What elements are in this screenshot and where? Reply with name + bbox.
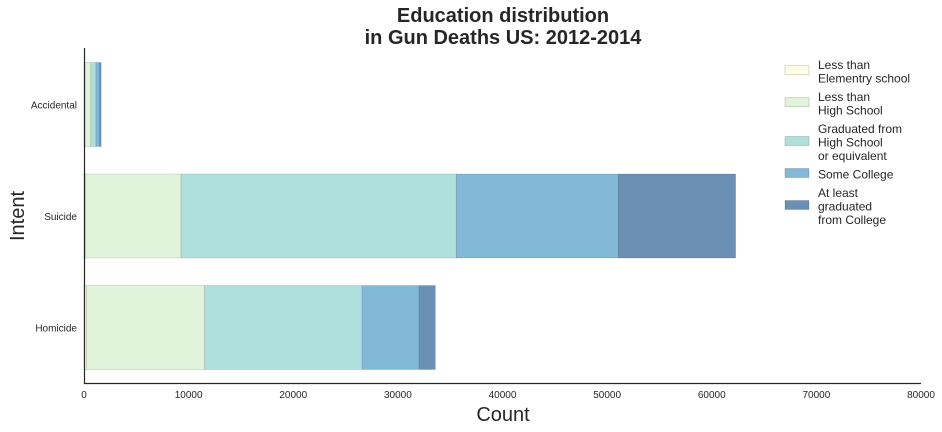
y-category-label: Homicide: [35, 324, 77, 335]
y-axis-label: Intent: [7, 191, 29, 241]
legend-label: High School: [818, 136, 883, 150]
bars-group: [83, 62, 736, 370]
y-category-label: Accidental: [31, 101, 77, 112]
x-tick-label: 50000: [593, 390, 621, 401]
bar-suicide-series-5: [618, 173, 736, 259]
legend-label: At least: [818, 186, 859, 200]
legend-label: Less than: [818, 90, 870, 104]
x-tick-label: 10000: [175, 390, 203, 401]
x-tick-label: 0: [81, 390, 87, 401]
chart-title-line-1: Education distribution: [397, 5, 609, 27]
bar-homicide-series-2: [86, 285, 205, 370]
legend-swatch: [784, 65, 810, 76]
bar-accidental-series-4: [95, 62, 100, 147]
legend-label: Less than: [818, 58, 870, 72]
legend-label: graduated: [818, 200, 872, 214]
bar-accidental-series-3: [90, 62, 97, 147]
bar-homicide-series-4: [361, 285, 420, 370]
legend-swatch: [784, 200, 810, 210]
bar-homicide-series-5: [418, 285, 436, 370]
legend-swatch: [784, 168, 810, 178]
x-tick-label: 70000: [802, 390, 830, 401]
legend-label: Graduated from: [818, 122, 902, 136]
chart-title-line-2: in Gun Deaths US: 2012-2014: [365, 27, 643, 49]
x-tick-label: 20000: [279, 390, 307, 401]
legend-label: or equivalent: [818, 149, 887, 163]
bar-suicide-series-2: [85, 173, 182, 259]
x-axis-label: Count: [476, 404, 530, 426]
bar-homicide-series-3: [204, 285, 363, 370]
legend-swatch: [784, 136, 810, 146]
y-category-label: Suicide: [44, 212, 77, 223]
x-tick-label: 30000: [384, 390, 412, 401]
x-tick-label: 60000: [698, 390, 726, 401]
x-tick-label: 40000: [489, 390, 517, 401]
bar-suicide-series-4: [455, 173, 619, 259]
bar-suicide-series-3: [180, 173, 457, 259]
y-category-labels: Accidental Suicide Homicide: [31, 101, 78, 335]
bar-accidental-series-5: [99, 62, 102, 147]
legend-label: Elementry school: [818, 72, 910, 86]
legend-label: High School: [818, 104, 883, 118]
legend-label: Some College: [818, 168, 894, 182]
bar-accidental-series-2: [84, 62, 92, 147]
legend-swatch: [784, 97, 810, 108]
legend-label: from College: [818, 213, 886, 227]
x-tick-label: 80000: [907, 390, 935, 401]
x-tick-labels: 0 10000 20000 30000 40000 50000 60000 70000 8000…: [81, 390, 935, 401]
